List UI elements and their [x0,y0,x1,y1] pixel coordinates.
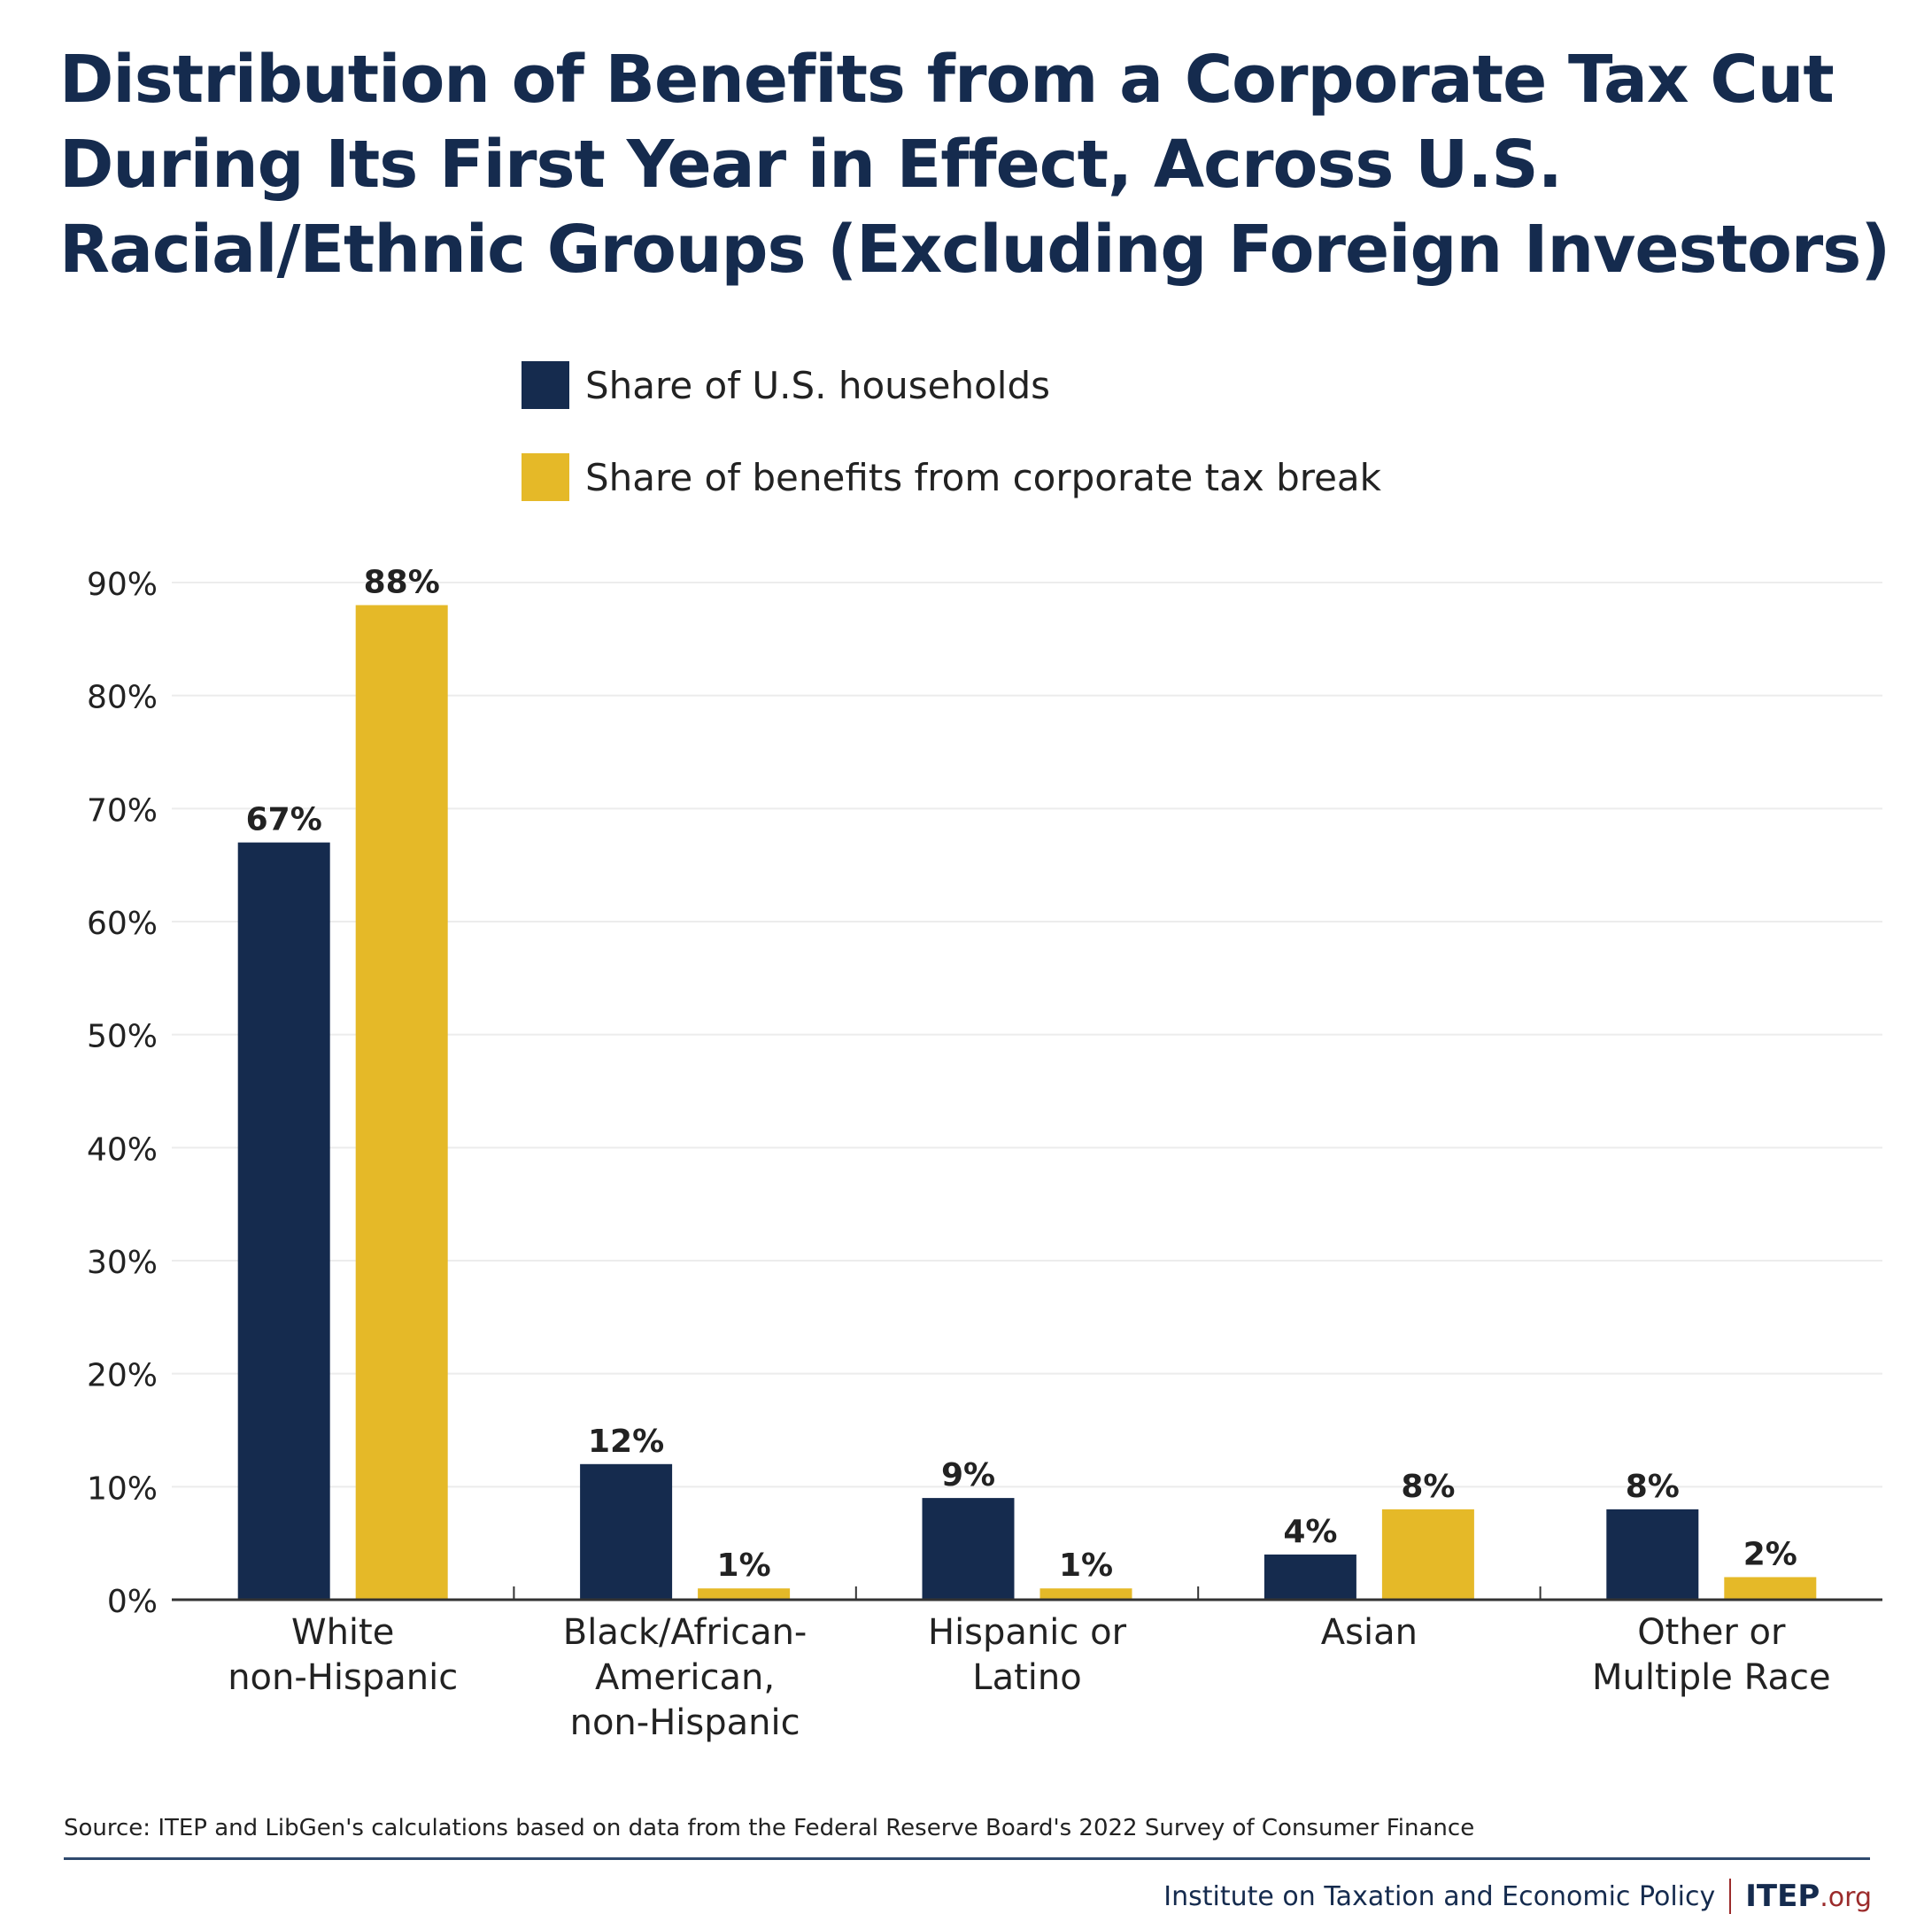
data-label: 9% [941,1457,995,1493]
y-tick-label: 50% [87,1019,158,1055]
data-label: 1% [1059,1547,1113,1584]
y-tick-label: 30% [87,1245,158,1281]
y-tick-label: 60% [87,906,158,942]
bar-benefits [698,1588,791,1600]
footer: Institute on Taxation and Economic Polic… [1163,1879,1872,1914]
chart-title-line: Distribution of Benefits from a Corporat… [59,42,1835,118]
legend-swatch-gold [522,453,569,501]
data-label: 67% [246,802,322,838]
legend-label: Share of benefits from corporate tax bre… [585,455,1381,499]
y-tick-label: 40% [87,1131,158,1168]
bar-households [1606,1509,1699,1600]
bar-households [237,842,330,1600]
bar-households [1264,1554,1356,1600]
legend-item-benefits: Share of benefits from corporate tax bre… [522,453,1381,501]
data-label: 1% [717,1547,771,1584]
x-category-label: Latino [972,1657,1081,1698]
data-label: 2% [1743,1536,1797,1572]
y-tick-label: 0% [107,1584,158,1620]
source-note: Source: ITEP and LibGen's calculations b… [64,1815,1475,1841]
x-category-label: Other or [1637,1612,1786,1653]
y-tick-label: 90% [87,567,158,603]
x-category-label: White [291,1612,394,1653]
bar-benefits [1039,1588,1132,1600]
itep-logo[interactable]: ITEP.org [1745,1879,1872,1914]
data-label: 8% [1626,1469,1680,1505]
chart-title-line: During Its First Year in Effect, Across … [59,127,1563,203]
x-category-label: Asian [1321,1612,1418,1653]
chart-title-line: Racial/Ethnic Groups (Excluding Foreign … [59,212,1890,288]
bar-households [922,1498,1015,1600]
y-tick-label: 80% [87,680,158,716]
x-category-label: American, [595,1657,775,1698]
bar-benefits [1381,1509,1474,1600]
footer-divider [64,1857,1870,1860]
chart-title: Distribution of Benefits from a Corporat… [59,37,1901,292]
data-label: 4% [1283,1514,1337,1550]
itep-logo-main: ITEP [1745,1879,1820,1914]
x-category-label: non-Hispanic [570,1702,800,1743]
data-label: 12% [588,1424,664,1460]
x-category-label: Black/African- [563,1612,808,1653]
legend-item-households: Share of U.S. households [522,361,1050,409]
bar-households [580,1463,673,1600]
footer-separator [1729,1879,1732,1914]
x-category-label: non-Hispanic [228,1657,458,1698]
itep-logo-suffix: .org [1820,1882,1872,1913]
bar-benefits [355,605,448,1600]
legend-label: Share of U.S. households [585,363,1051,407]
data-label: 8% [1401,1469,1455,1505]
bar-benefits [1724,1577,1817,1600]
data-label: 88% [364,565,440,601]
y-tick-label: 70% [87,792,158,829]
y-tick-label: 20% [87,1358,158,1394]
legend-swatch-navy [522,361,569,409]
y-tick-label: 10% [87,1470,158,1507]
x-category-label: Multiple Race [1592,1657,1831,1698]
x-category-label: Hispanic or [928,1612,1127,1653]
footer-org-name: Institute on Taxation and Economic Polic… [1163,1880,1716,1912]
